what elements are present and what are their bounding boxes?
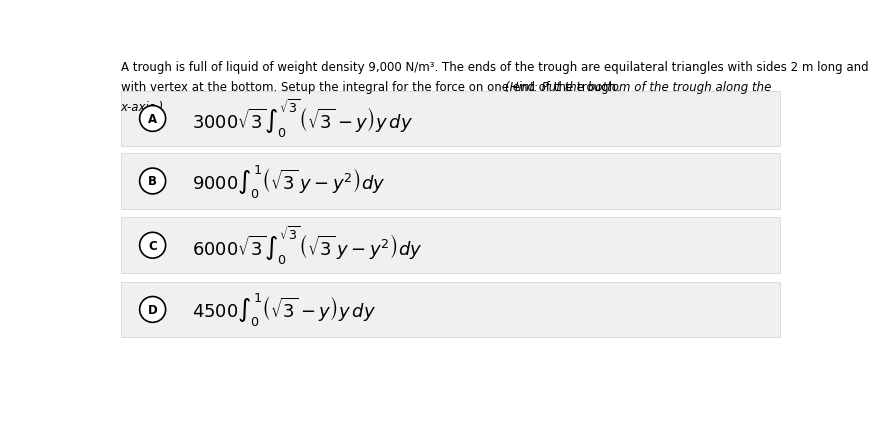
Ellipse shape <box>139 169 166 194</box>
Text: C: C <box>148 239 157 252</box>
FancyBboxPatch shape <box>121 154 781 209</box>
FancyBboxPatch shape <box>121 282 781 338</box>
Text: B: B <box>148 175 157 188</box>
Text: $3000\sqrt{3}\int_{0}^{\sqrt{3}}\left(\sqrt{3}-y\right)y\,dy$: $3000\sqrt{3}\int_{0}^{\sqrt{3}}\left(\s… <box>192 98 414 140</box>
Ellipse shape <box>139 233 166 258</box>
Ellipse shape <box>139 106 166 132</box>
Text: (Hint: Put the bottom of the trough along the: (Hint: Put the bottom of the trough alon… <box>505 81 772 94</box>
FancyBboxPatch shape <box>121 92 781 147</box>
Text: $4500\int_{0}^{1}\left(\sqrt{3}-y\right)y\,dy$: $4500\int_{0}^{1}\left(\sqrt{3}-y\right)… <box>192 291 377 328</box>
Ellipse shape <box>139 297 166 323</box>
Text: D: D <box>148 303 158 316</box>
Text: A: A <box>148 113 157 126</box>
Text: $9000\int_{0}^{1}\left(\sqrt{3}\,y-y^2\right)dy$: $9000\int_{0}^{1}\left(\sqrt{3}\,y-y^2\r… <box>192 163 385 200</box>
Text: A trough is full of liquid of weight density 9,000 N/m³. The ends of the trough : A trough is full of liquid of weight den… <box>121 61 868 74</box>
Text: x-axis.): x-axis.) <box>121 100 164 113</box>
FancyBboxPatch shape <box>121 218 781 273</box>
Text: $6000\sqrt{3}\int_{0}^{\sqrt{3}}\left(\sqrt{3}\,y-y^2\right)dy$: $6000\sqrt{3}\int_{0}^{\sqrt{3}}\left(\s… <box>192 225 422 267</box>
Text: with vertex at the bottom. Setup the integral for the force on one end of the tr: with vertex at the bottom. Setup the int… <box>121 81 623 94</box>
